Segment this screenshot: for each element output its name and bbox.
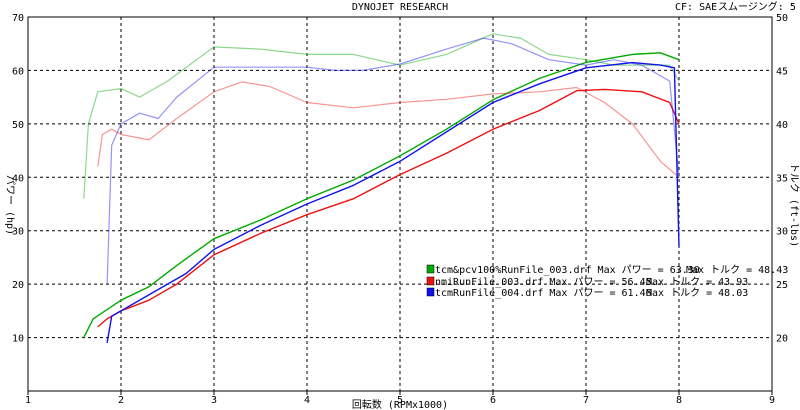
x-tick-label: 3 — [211, 395, 217, 406]
x-tick-label: 5 — [397, 395, 403, 406]
power-curve-2 — [97, 88, 680, 328]
y-left-tick-label: 10 — [12, 334, 24, 345]
y-left-tick-label: 60 — [12, 66, 24, 77]
legend-entry-1: tcm&pcv100%RunFile_003.drf Max パワー = 63.… — [435, 264, 700, 276]
y-right-tick-label: 20 — [776, 334, 788, 345]
y-right-tick-label: 25 — [776, 280, 788, 291]
legend-torque-1: Max トルク = 48.43 — [686, 264, 788, 276]
y-left-tick-label: 50 — [12, 120, 24, 131]
legend-entry-3: tcmRunFile_004.drf Max パワー = 61.46 — [435, 287, 652, 299]
grid — [28, 17, 772, 391]
torque-curve-3 — [106, 37, 680, 285]
torque-curve-2 — [97, 81, 680, 178]
legend: tcm&pcv100%RunFile_003.drf Max パワー = 63.… — [426, 264, 788, 299]
x-tick-label: 2 — [118, 395, 124, 406]
legend-swatch-blue — [426, 287, 435, 297]
y-axis-right-label: トルク (ft-lbs) — [788, 163, 800, 247]
x-tick-label: 4 — [304, 395, 310, 406]
x-tick-label: 6 — [490, 395, 496, 406]
y-right-tick-label: 30 — [776, 227, 788, 238]
y-left-tick-label: 30 — [12, 227, 24, 238]
x-tick-label: 1 — [25, 395, 31, 406]
legend-torque-2: Max トルク = 43.93 — [646, 276, 748, 288]
torque-curve-1 — [83, 33, 680, 199]
cf-label: CF: SAE — [675, 2, 717, 13]
y-axis-left-label: パワー (hp) — [4, 175, 16, 235]
y-right-tick-label: 50 — [776, 13, 788, 24]
x-tick-label: 7 — [583, 395, 589, 406]
y-left-tick-label: 70 — [12, 13, 24, 24]
legend-swatch-red — [426, 276, 435, 286]
legend-torque-3: Max トルク = 48.03 — [646, 287, 748, 299]
y-right-tick-label: 35 — [776, 173, 788, 184]
x-tick-label: 8 — [676, 395, 682, 406]
power-curve-1 — [83, 52, 680, 338]
smoothing-label: スムージング: 5 — [718, 0, 796, 13]
x-axis-label: 回転数 (RPMx1000) — [352, 398, 448, 410]
y-right-tick-label: 45 — [776, 66, 788, 77]
curves — [83, 33, 680, 344]
y-left-tick-label: 20 — [12, 280, 24, 291]
chart-title: DYNOJET RESEARCH — [352, 2, 448, 13]
y-left-tick-label: 40 — [12, 173, 24, 184]
legend-swatch-green — [426, 264, 435, 274]
x-tick-label: 9 — [769, 395, 775, 406]
y-right-tick-label: 40 — [776, 120, 788, 131]
power-curve-3 — [106, 61, 680, 344]
legend-entry-2: nmiRunFile_003.drf Max パワー = 56.45 — [435, 276, 652, 288]
